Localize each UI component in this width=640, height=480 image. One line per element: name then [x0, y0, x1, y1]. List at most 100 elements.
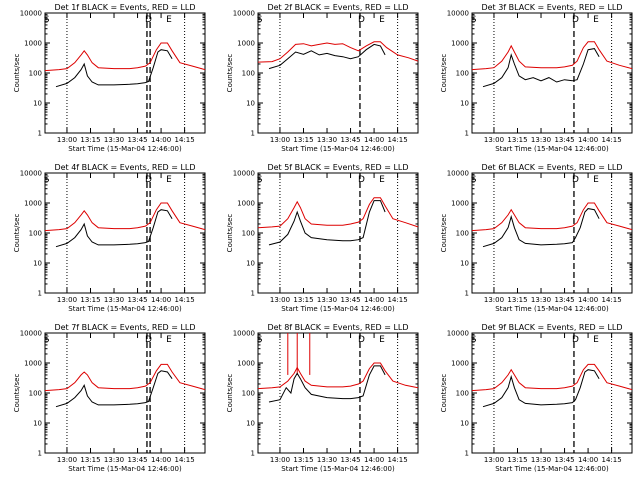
- marker-e: E: [593, 175, 599, 185]
- x-axis-label: Start Time (15-Mar-04 12:46:00): [68, 465, 182, 473]
- x-tick-label: 13:30: [317, 136, 337, 144]
- x-tick-label: 13:30: [104, 456, 124, 464]
- x-tick-label: 13:45: [554, 456, 574, 464]
- panel-title: Det 8f BLACK = Events, RED = LLD: [267, 323, 408, 332]
- x-tick-label: 14:15: [602, 456, 622, 464]
- x-tick-label: 13:30: [317, 296, 337, 304]
- marker-s: S: [257, 335, 263, 345]
- plot-frame: [257, 332, 419, 454]
- y-axis-label: Counts/sec: [440, 54, 448, 93]
- y-tick-label: 10: [246, 260, 255, 268]
- y-tick-label: 1: [38, 450, 42, 458]
- marker-d: D: [358, 175, 365, 185]
- panel-det-2: Det 2f BLACK = Events, RED = LLD 1 10 100 10…: [226, 3, 419, 153]
- y-tick-label: 1000: [24, 200, 42, 208]
- panel-det-5: Det 5f BLACK = Events, RED = LLD 1 10 100 10…: [226, 163, 419, 313]
- y-tick-label: 10: [246, 420, 255, 428]
- marker-s: S: [257, 15, 263, 25]
- x-axis-label: Start Time (15-Mar-04 12:46:00): [281, 305, 395, 313]
- y-tick-label: 10: [33, 420, 42, 428]
- y-tick-label: 1: [465, 130, 469, 138]
- marker-s: S: [471, 335, 477, 345]
- y-axis-label: Counts/sec: [13, 54, 21, 93]
- marker-e: E: [593, 335, 599, 345]
- marker-e: E: [593, 15, 599, 25]
- y-tick-label: 1000: [237, 40, 255, 48]
- x-tick-label: 13:30: [104, 136, 124, 144]
- x-tick-label: 13:15: [80, 136, 100, 144]
- marker-e: E: [166, 175, 172, 185]
- marker-e: E: [166, 335, 172, 345]
- x-tick-label: 13:15: [507, 456, 527, 464]
- x-tick-label: 13:30: [104, 296, 124, 304]
- x-tick-label: 13:30: [317, 456, 337, 464]
- x-tick-label: 13:45: [127, 136, 147, 144]
- x-tick-label: 13:00: [484, 136, 504, 144]
- x-tick-label: 13:00: [57, 456, 77, 464]
- x-tick-label: 14:00: [151, 136, 171, 144]
- x-tick-label: 14:00: [151, 296, 171, 304]
- marker-s: S: [471, 175, 477, 185]
- y-tick-label: 1000: [451, 40, 469, 48]
- panel-title: Det 4f BLACK = Events, RED = LLD: [54, 163, 195, 172]
- lld-series-line: [257, 197, 419, 229]
- panel-det-9: Det 9f BLACK = Events, RED = LLD 1 10 100 10…: [440, 323, 633, 473]
- y-tick-label: 1000: [237, 360, 255, 368]
- x-tick-label: 14:00: [578, 136, 598, 144]
- x-tick-label: 13:45: [127, 456, 147, 464]
- marker-d: D: [572, 335, 579, 345]
- plot-frame: [471, 12, 633, 134]
- y-tick-label: 1: [251, 130, 255, 138]
- marker-d: D: [145, 175, 152, 185]
- y-tick-label: 100: [29, 230, 42, 238]
- events-series-line: [268, 43, 386, 70]
- events-series-line: [268, 365, 386, 403]
- x-tick-label: 14:15: [602, 136, 622, 144]
- x-axis-label: Start Time (15-Mar-04 12:46:00): [495, 305, 609, 313]
- panel-title: Det 6f BLACK = Events, RED = LLD: [481, 163, 622, 172]
- lld-series-line: [44, 363, 206, 392]
- events-series-line: [55, 370, 173, 408]
- lld-series-line: [471, 41, 633, 71]
- x-tick-label: 14:15: [388, 296, 408, 304]
- y-tick-label: 100: [242, 390, 255, 398]
- x-tick-label: 13:00: [484, 296, 504, 304]
- x-tick-label: 14:15: [175, 456, 195, 464]
- marker-s: S: [471, 15, 477, 25]
- y-tick-label: 10000: [447, 330, 469, 338]
- x-tick-label: 14:00: [364, 456, 384, 464]
- marker-d: D: [145, 335, 152, 345]
- panel-det-8: Det 8f BLACK = Events, RED = LLD 1 10 100 10…: [226, 323, 419, 473]
- y-tick-label: 10000: [233, 330, 255, 338]
- x-tick-label: 13:15: [80, 456, 100, 464]
- x-axis-label: Start Time (15-Mar-04 12:46:00): [281, 465, 395, 473]
- panel-title: Det 9f BLACK = Events, RED = LLD: [481, 323, 622, 332]
- x-axis-label: Start Time (15-Mar-04 12:46:00): [68, 145, 182, 153]
- x-tick-label: 14:00: [578, 456, 598, 464]
- panel-title: Det 1f BLACK = Events, RED = LLD: [54, 3, 195, 12]
- x-tick-label: 13:30: [531, 136, 551, 144]
- x-tick-label: 13:45: [554, 296, 574, 304]
- x-axis-label: Start Time (15-Mar-04 12:46:00): [495, 465, 609, 473]
- lld-series-line: [471, 202, 633, 232]
- lld-series-line: [44, 202, 206, 232]
- marker-d: D: [358, 335, 365, 345]
- plot-frame: [471, 172, 633, 294]
- lld-series-line: [257, 41, 419, 63]
- panel-title: Det 5f BLACK = Events, RED = LLD: [267, 163, 408, 172]
- plot-frame: [44, 172, 206, 294]
- y-tick-label: 100: [29, 70, 42, 78]
- y-tick-label: 100: [242, 70, 255, 78]
- y-tick-label: 10: [460, 420, 469, 428]
- events-series-line: [482, 48, 600, 88]
- x-tick-label: 13:45: [340, 296, 360, 304]
- x-tick-label: 13:00: [270, 296, 290, 304]
- x-tick-label: 13:15: [507, 296, 527, 304]
- x-axis-label: Start Time (15-Mar-04 12:46:00): [495, 145, 609, 153]
- x-tick-label: 13:45: [127, 296, 147, 304]
- x-tick-label: 14:15: [175, 296, 195, 304]
- y-tick-label: 100: [456, 70, 469, 78]
- marker-d: D: [145, 15, 152, 25]
- x-tick-label: 14:15: [602, 296, 622, 304]
- y-tick-label: 10000: [20, 10, 42, 18]
